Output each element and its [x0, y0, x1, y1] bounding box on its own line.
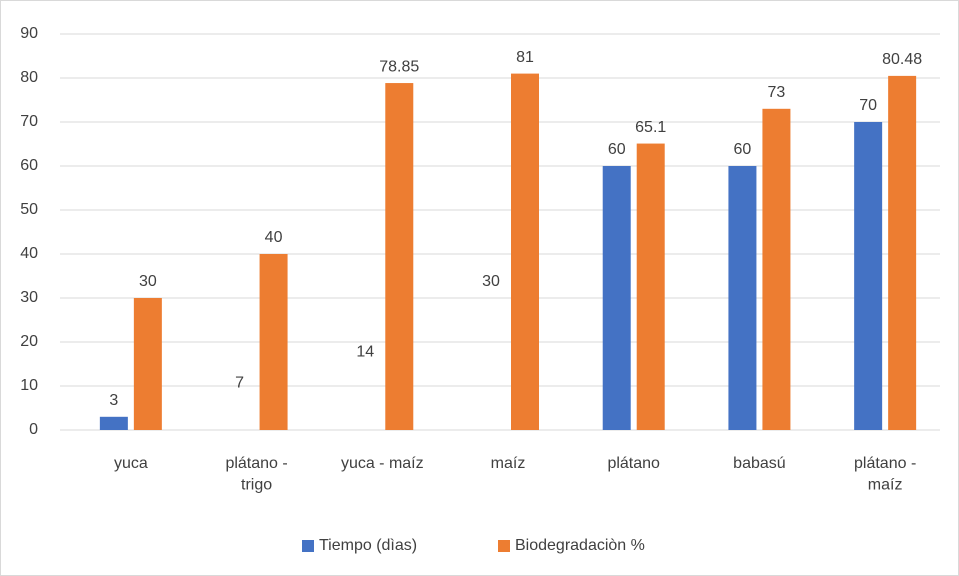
- y-tick-label: 80: [20, 69, 38, 86]
- bar: [762, 108, 791, 431]
- y-tick-label: 60: [20, 157, 38, 174]
- y-tick-label: 10: [20, 377, 38, 394]
- x-tick-label: babasú: [733, 455, 786, 472]
- y-tick-label: 70: [20, 113, 38, 130]
- data-label: 40: [265, 229, 283, 246]
- y-tick-label: 20: [20, 333, 38, 350]
- x-tick-label: plátano -maíz: [854, 455, 916, 494]
- bar: [602, 166, 631, 430]
- data-label: 30: [482, 273, 500, 290]
- x-tick-label: plátano -trigo: [225, 455, 287, 494]
- legend-swatch: [498, 540, 510, 552]
- data-label: 30: [139, 273, 157, 290]
- bar: [99, 416, 128, 430]
- y-tick-label: 0: [29, 421, 38, 438]
- legend-label: Tiempo (dìas): [319, 537, 417, 554]
- data-label: 7: [235, 374, 244, 391]
- data-label: 3: [109, 392, 118, 409]
- y-tick-label: 50: [20, 201, 38, 218]
- bar: [728, 166, 757, 430]
- y-tick-label: 90: [20, 25, 38, 42]
- y-tick-label: 30: [20, 289, 38, 306]
- data-label: 60: [734, 141, 752, 158]
- x-tick-label: plátano: [607, 455, 660, 472]
- data-label: 80.48: [882, 51, 922, 68]
- bar: [511, 73, 539, 430]
- data-label: 81: [516, 49, 534, 66]
- x-tick-label: yuca: [114, 455, 148, 472]
- bar: [854, 122, 883, 430]
- bar: [259, 254, 288, 430]
- data-label: 78.85: [379, 58, 419, 75]
- bar: [133, 298, 162, 430]
- data-label: 14: [356, 344, 374, 361]
- legend-swatch: [302, 540, 314, 552]
- bar: [385, 83, 414, 430]
- x-tick-label: maíz: [491, 455, 526, 472]
- x-tick-label: yuca - maíz: [341, 455, 424, 472]
- data-label: 60: [608, 141, 626, 158]
- bar: [636, 143, 665, 430]
- bar: [888, 75, 917, 430]
- legend-label: Biodegradaciòn %: [515, 537, 645, 554]
- data-label: 65.1: [635, 119, 666, 136]
- data-label: 73: [768, 84, 786, 101]
- data-label: 70: [859, 97, 877, 114]
- y-tick-label: 40: [20, 245, 38, 262]
